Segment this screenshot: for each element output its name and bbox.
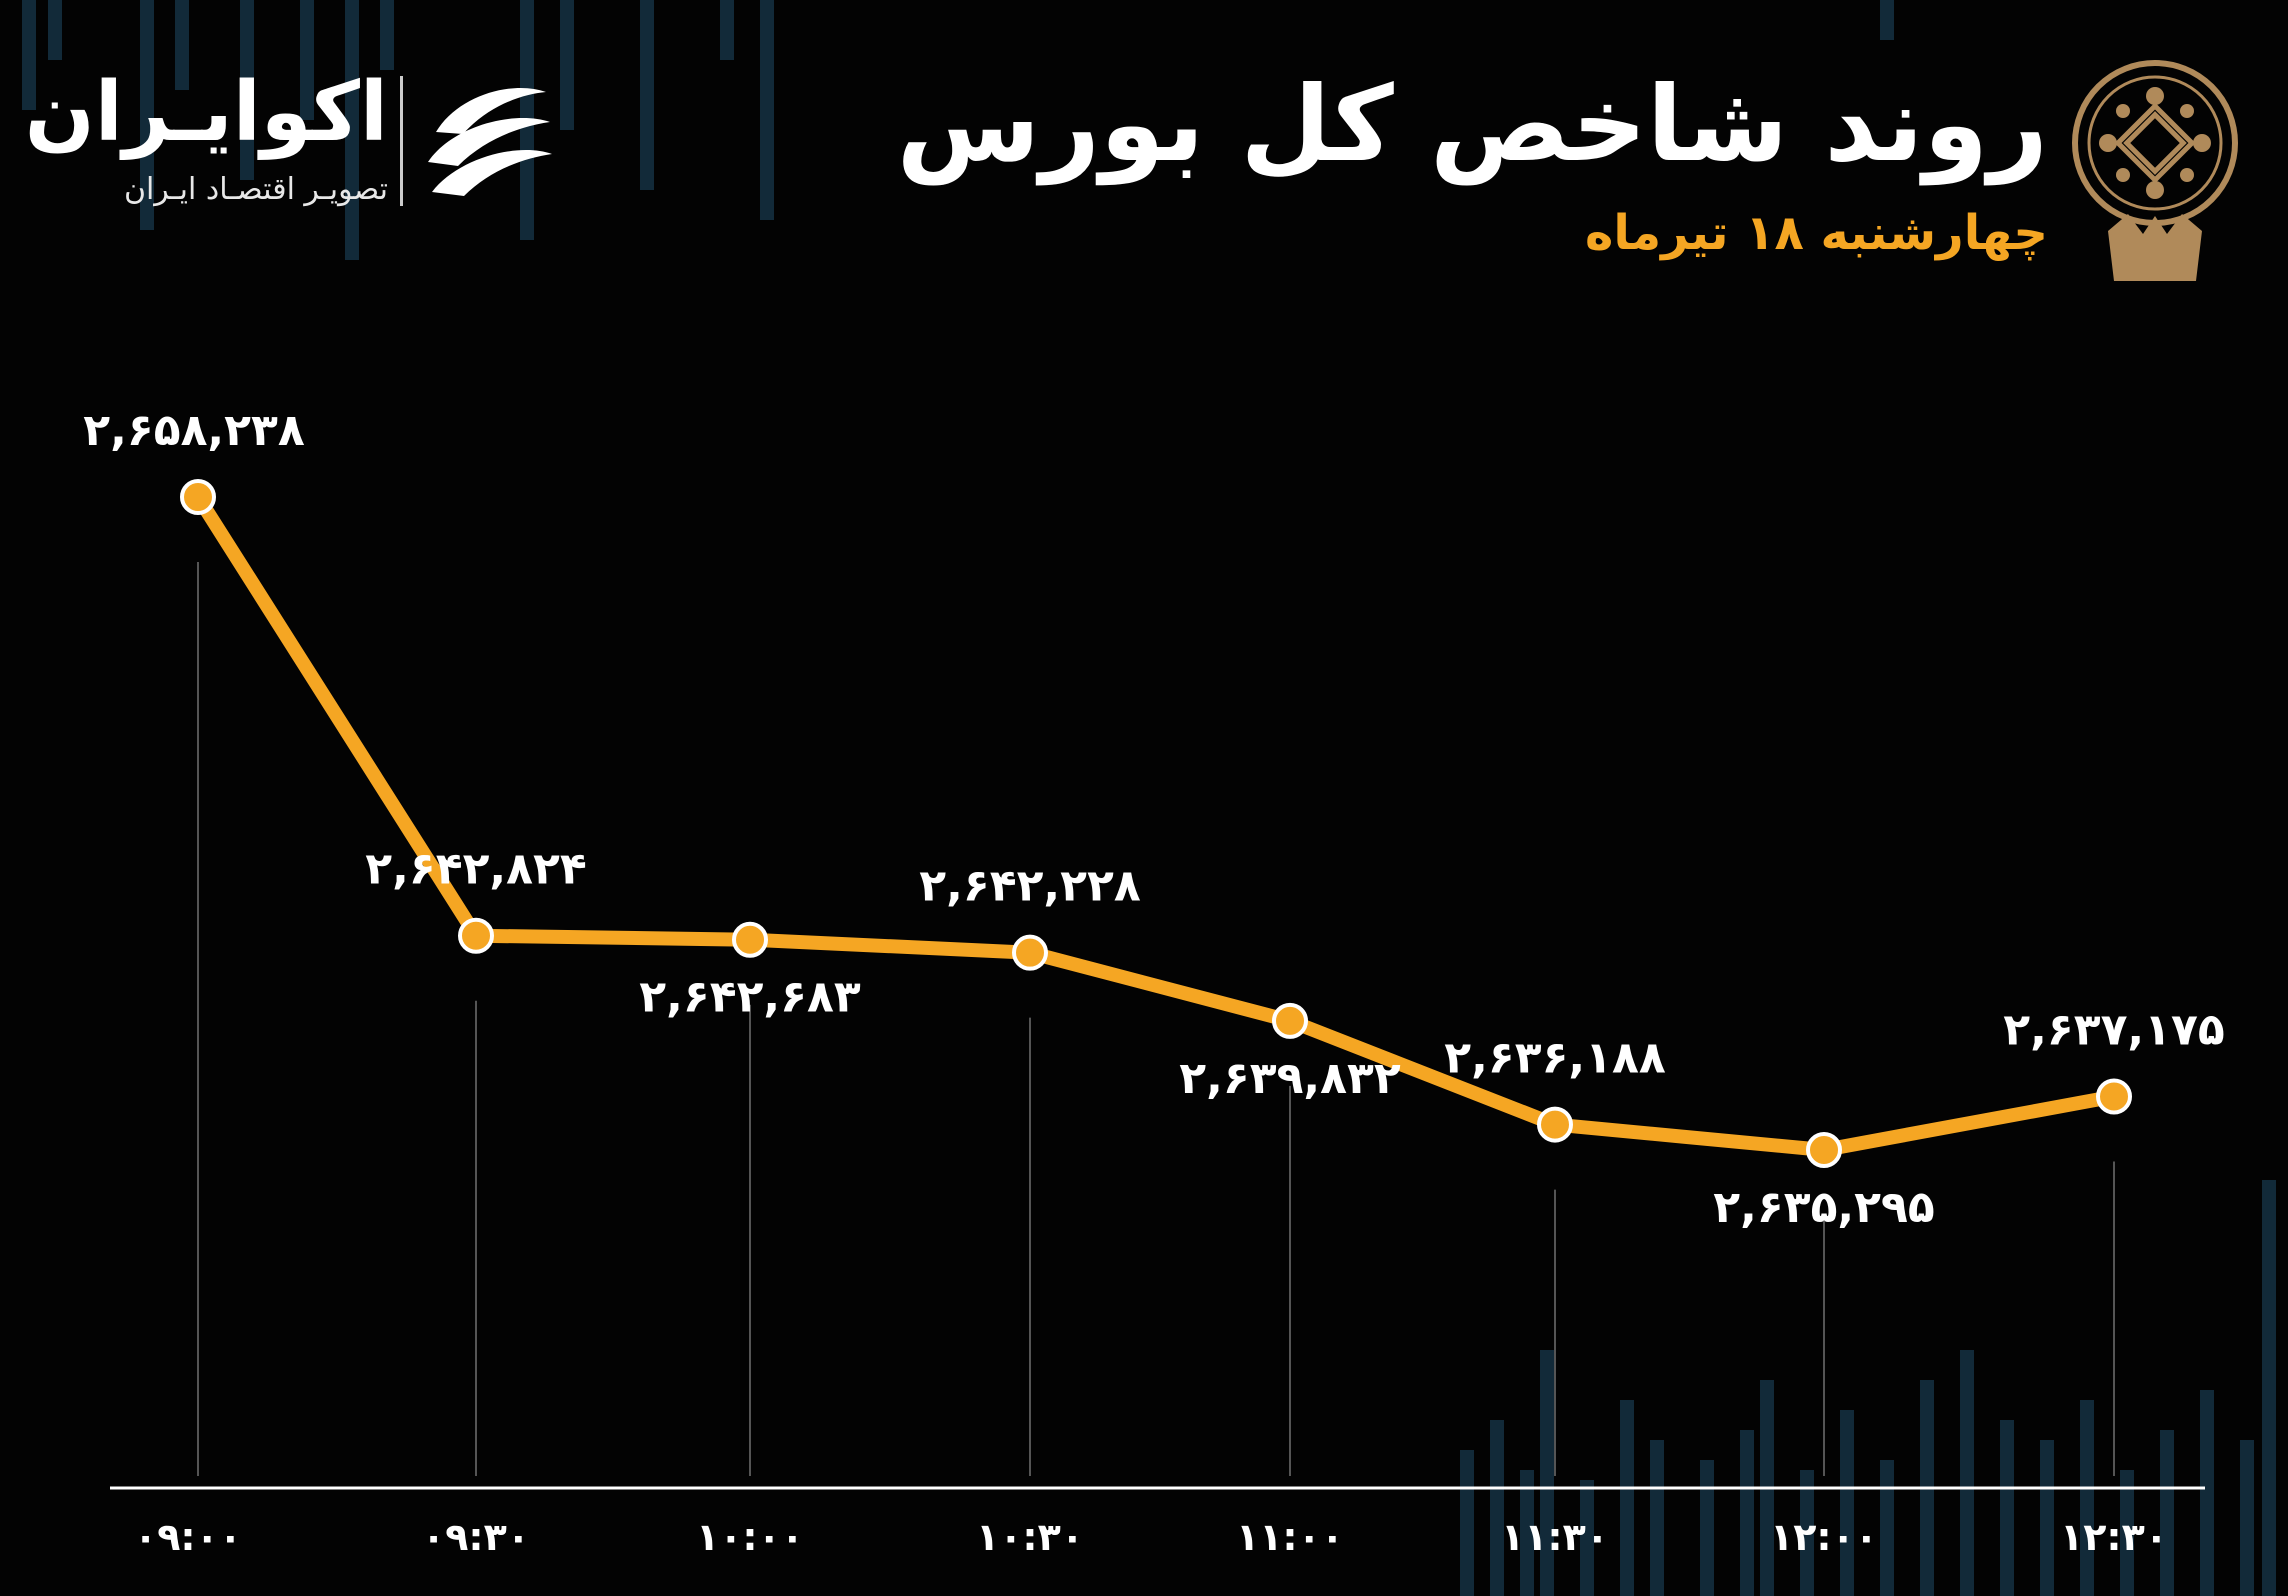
- background-bar: [2160, 1430, 2174, 1596]
- background-bar: [760, 0, 774, 220]
- background-bar: [1490, 1420, 1504, 1596]
- background-bar: [2240, 1440, 2254, 1596]
- background-bar: [380, 0, 394, 70]
- brand-divider: [400, 76, 403, 206]
- background-bar: [1740, 1430, 1754, 1596]
- background-bar: [300, 0, 314, 120]
- background-bar: [2120, 1470, 2134, 1596]
- data-label: ۲,۶۳۶,۱۸۸: [1444, 1033, 1666, 1084]
- background-bar: [345, 0, 359, 260]
- data-label: ۲,۶۵۸,۲۳۸: [83, 405, 305, 456]
- x-tick-label: ۱۱:۰۰: [1236, 1515, 1344, 1559]
- ecoiran-brand: اکوایـران تصویـر اقتصـاد ایـران: [24, 65, 568, 218]
- data-label: ۲,۶۳۷,۱۷۵: [2003, 1004, 2224, 1055]
- data-point: [1537, 1106, 1573, 1143]
- background-bar: [1540, 1350, 1554, 1596]
- data-point: [458, 917, 494, 954]
- x-tick-label: ۱۰:۰۰: [696, 1515, 804, 1559]
- background-bar: [1650, 1440, 1664, 1596]
- chart-title: روند شاخص کل بورس: [896, 63, 2048, 185]
- x-tick-label: ۱۲:۰۰: [1770, 1515, 1878, 1559]
- data-point: [2096, 1078, 2132, 1115]
- data-label: ۲,۶۴۲,۸۲۴: [365, 844, 586, 895]
- background-bar: [2200, 1390, 2214, 1596]
- data-point: [180, 479, 216, 515]
- background-bar: [1580, 1480, 1594, 1596]
- x-tick-label: ۰۹:۰۰: [134, 1515, 242, 1559]
- background-bar: [1520, 1470, 1534, 1596]
- data-label: ۲,۶۴۲,۲۲۸: [919, 861, 1141, 912]
- data-label: ۲,۶۴۲,۶۸۳: [639, 972, 861, 1023]
- x-tick-label: ۰۹:۳۰: [422, 1515, 530, 1559]
- chart-subtitle-date: چهارشنبه ۱۸ تیرماه: [1584, 205, 2048, 261]
- data-point: [1272, 1002, 1308, 1039]
- tehran-stock-exchange-emblem-icon: [2072, 60, 2238, 281]
- background-bar: [1840, 1410, 1854, 1596]
- background-bar: [560, 0, 574, 130]
- data-point: [1012, 934, 1048, 971]
- background-bar: [1960, 1350, 1974, 1596]
- background-bar: [2000, 1420, 2014, 1596]
- data-point: [1806, 1132, 1842, 1168]
- x-tick-label: ۱۰:۳۰: [976, 1515, 1084, 1559]
- data-label: ۲,۶۳۹,۸۳۲: [1179, 1053, 1401, 1104]
- background-bar: [140, 0, 154, 230]
- background-bar: [175, 0, 189, 90]
- brand-tagline: تصویـر اقتصـاد ایـران: [123, 172, 388, 207]
- background-bar: [48, 0, 62, 60]
- background-bar: [1880, 1460, 1894, 1596]
- x-tick-label: ۱۱:۳۰: [1501, 1515, 1609, 1559]
- background-bar: [22, 0, 36, 110]
- background-bar: [1700, 1460, 1714, 1596]
- background-bar: [2080, 1400, 2094, 1596]
- background-bar: [720, 0, 734, 60]
- series-line: [191, 490, 2121, 1157]
- data-point: [732, 921, 768, 958]
- background-bar: [640, 0, 654, 190]
- ecoiran-wave-logo-icon: [428, 87, 552, 196]
- background-bar: [1880, 0, 1894, 40]
- data-label: ۲,۶۳۵,۲۹۵: [1713, 1182, 1934, 1233]
- background-bar: [1800, 1470, 1814, 1596]
- x-tick-label: ۱۲:۳۰: [2060, 1515, 2168, 1559]
- background-bar: [240, 0, 254, 180]
- brand-name: اکوایـران: [24, 65, 388, 160]
- background-bar: [2040, 1440, 2054, 1596]
- background-bar: [2262, 1180, 2276, 1596]
- background-bar: [1620, 1400, 1634, 1596]
